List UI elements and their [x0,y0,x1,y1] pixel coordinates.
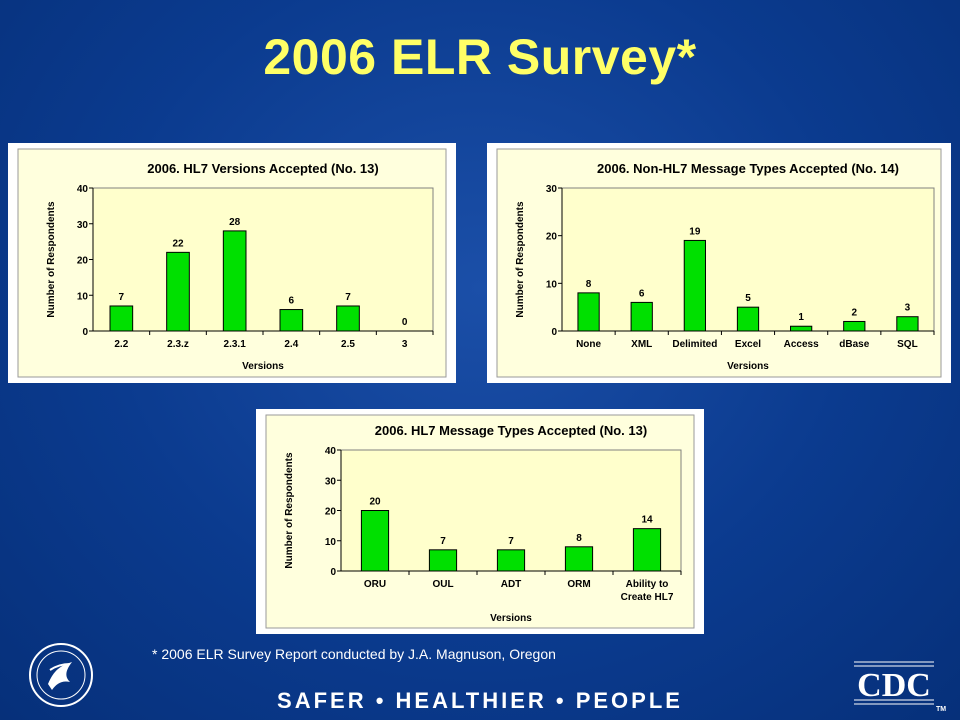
data-label: 2 [852,307,858,318]
y-tick-label: 10 [325,537,337,548]
y-tick-label: 0 [551,327,557,338]
footnote: * 2006 ELR Survey Report conducted by J.… [152,646,556,662]
bar [577,292,600,332]
data-label: 1 [798,312,804,323]
x-category-label: 2.4 [284,339,298,350]
chart-title: 2006. HL7 Versions Accepted (No. 13) [147,161,378,176]
chart-hl7-versions: 2006. HL7 Versions Accepted (No. 13) 0 10 2… [8,143,456,383]
chart-hl7-versions-svg: 2006. HL7 Versions Accepted (No. 13) 0 10 2… [17,148,447,378]
chart-non-hl7-message-types: 2006. Non-HL7 Message Types Accepted (No… [487,143,951,383]
y-axis-label: Number of Respondents [515,201,526,318]
plot-area [92,187,434,332]
x-category-label: 2.3.1 [224,339,247,350]
x-category-label: Delimited [672,339,717,350]
data-label: 7 [508,536,514,547]
y-tick-label: 40 [325,446,337,457]
x-category-label: 2.2 [114,339,128,350]
y-axis-label: Number of Respondents [284,452,295,569]
cdc-logo: CDC [854,661,934,705]
bar [683,239,706,332]
data-label: 7 [345,292,351,303]
bar [632,528,662,572]
x-category-label: 2.3.z [167,339,189,350]
x-category-label: OUL [432,579,453,590]
bar [360,510,390,572]
y-tick-label: 20 [546,232,558,243]
cdc-logo-text: CDC [857,667,931,704]
data-label: 5 [745,293,751,304]
bar [630,301,653,332]
chart-non-hl7-svg: 2006. Non-HL7 Message Types Accepted (No… [496,148,942,378]
data-label: 6 [639,288,645,299]
y-tick-label: 30 [325,476,337,487]
x-category-label: SQL [897,339,918,350]
y-tick-label: 40 [77,184,89,195]
chart-hl7-message-types-svg: 2006. HL7 Message Types Accepted (No. 13… [265,414,695,629]
x-category-label: None [576,339,601,350]
bar [109,305,134,332]
slide-title: 2006 ELR Survey* [263,29,697,85]
x-category-label: Excel [735,339,761,350]
x-category-label: Ability to [626,579,669,590]
x-category-label: ADT [501,579,522,590]
data-label: 3 [905,303,911,314]
x-category-label: ORM [567,579,590,590]
bar [428,549,458,572]
y-tick-label: 10 [77,291,89,302]
x-category-label: 3 [402,339,408,350]
bar [279,309,304,332]
x-axis-label: Versions [490,613,532,624]
bar [790,325,813,332]
data-label: 22 [172,238,184,249]
data-label: 7 [440,536,446,547]
bar [736,306,760,332]
bar [336,305,360,332]
data-label: 7 [119,292,125,303]
bar [496,549,526,572]
bar [843,320,866,332]
bar [222,230,247,332]
x-axis-label: Versions [727,361,769,372]
data-label: 20 [369,497,381,508]
bar [896,316,919,332]
data-label: 8 [586,279,592,290]
chart-title: 2006. HL7 Message Types Accepted (No. 13… [375,423,647,438]
chart-hl7-message-types: 2006. HL7 Message Types Accepted (No. 13… [256,409,704,634]
x-category-label: Create HL7 [621,592,674,603]
y-tick-label: 30 [546,184,558,195]
x-category-label: 2.5 [341,339,355,350]
data-label: 19 [689,226,701,237]
y-tick-label: 0 [82,327,88,338]
x-category-label: dBase [839,339,869,350]
y-tick-label: 30 [77,220,89,231]
hhs-seal-icon [29,643,93,707]
trademark-mark: TM [936,706,947,713]
data-label: 14 [641,515,653,526]
data-label: 0 [402,317,408,328]
x-category-label: XML [631,339,652,350]
y-tick-label: 20 [325,507,337,518]
chart-title: 2006. Non-HL7 Message Types Accepted (No… [597,161,899,176]
data-label: 28 [229,217,241,228]
y-axis-label: Number of Respondents [46,201,57,318]
y-tick-label: 20 [77,256,89,267]
data-label: 6 [289,296,295,307]
bar [564,546,594,572]
tagline: SAFER • HEALTHIER • PEOPLE [277,688,683,713]
x-axis-label: Versions [242,361,284,372]
data-label: 8 [576,533,582,544]
x-category-label: Access [784,339,819,350]
y-tick-label: 0 [330,567,336,578]
bar [166,251,190,332]
y-tick-label: 10 [546,279,558,290]
x-category-label: ORU [364,579,386,590]
